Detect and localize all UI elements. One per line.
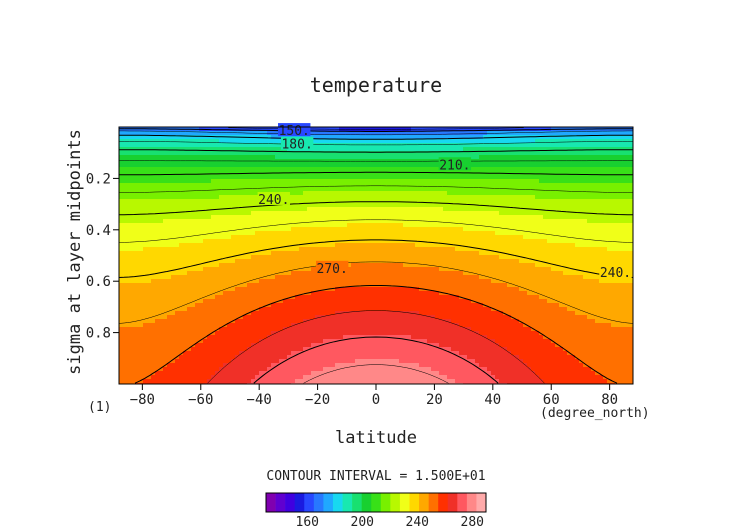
colorbar-swatch	[428, 493, 439, 512]
colorbar-swatch	[313, 493, 324, 512]
colorbar-swatch	[332, 493, 343, 512]
contour-line	[119, 149, 633, 153]
y-tick-label: 0.6	[86, 274, 111, 290]
colorbar-swatch	[294, 493, 305, 512]
contour-line	[303, 364, 449, 384]
contour-label-bg	[438, 157, 472, 171]
contour-line	[119, 219, 633, 243]
x-tick-label: 60	[543, 392, 560, 408]
contour-line	[119, 130, 633, 136]
x-tick-label: 0	[372, 392, 380, 408]
y-tick-label: 0.8	[86, 326, 111, 342]
colorbar-swatch	[285, 493, 295, 512]
x-tick-label: 80	[601, 392, 618, 408]
x-tick-label: 40	[484, 392, 501, 408]
y-axis-ticks: 0.2 0.4 0.6 0.8	[86, 171, 119, 342]
contour-label-bg	[599, 265, 632, 279]
x-tick-label: −80	[130, 392, 155, 408]
colorbar-swatch	[371, 493, 382, 512]
colorbar-swatch	[266, 493, 276, 512]
colorbar-swatch	[380, 493, 391, 512]
contour-line	[119, 185, 633, 193]
colorbar-tick-label: 200	[351, 515, 374, 530]
x-tick-label: −20	[305, 392, 330, 408]
contour-label-bg	[278, 123, 311, 137]
chart-title: temperature	[310, 73, 442, 97]
colorbar-swatch	[466, 493, 477, 512]
colorbar	[265, 492, 487, 513]
contour-lines	[119, 127, 633, 384]
colorbar-swatch	[399, 493, 410, 512]
colorbar-swatch	[361, 493, 372, 512]
colorbar-swatch	[447, 493, 458, 512]
colorbar-swatch	[275, 493, 286, 512]
x-tick-label: −40	[247, 392, 272, 408]
colorbar-swatch	[438, 493, 449, 512]
contour-line	[119, 134, 633, 140]
colorbar-tick-labels: 160 200 240 280	[296, 515, 484, 530]
contour-line	[134, 285, 618, 384]
panel-label: (1)	[88, 400, 111, 415]
x-tick-label: −60	[188, 392, 213, 408]
x-axis-ticks: −80 −60 −40 −20 0 20 40 60 80	[130, 384, 618, 408]
contour-interval-text: CONTOUR INTERVAL = 1.500E+01	[266, 469, 485, 484]
colorbar-swatch	[342, 493, 353, 512]
contour-label-bg	[257, 191, 290, 205]
colorbar-tick-label: 240	[406, 515, 429, 530]
colorbar-tick-label: 280	[461, 515, 484, 530]
y-tick-label: 0.4	[86, 223, 111, 239]
x-unit-label: (degree_north)	[540, 406, 650, 421]
contour-line	[253, 336, 499, 384]
contour-label: 150.	[279, 124, 310, 139]
contour-label: 180.	[281, 138, 312, 153]
colorbar-swatch	[390, 493, 401, 512]
colorbar-swatch	[457, 493, 468, 512]
heatmap-field	[119, 127, 633, 384]
contour-label: 240.	[258, 193, 289, 208]
colorbar-swatch	[323, 493, 334, 512]
contour-labels: 150.180. 210. 240. 270. 240.	[257, 123, 632, 281]
y-axis-label: sigma at layer midpoints	[65, 129, 85, 375]
colorbar-swatch	[352, 493, 362, 512]
contour-label-bg	[315, 260, 349, 274]
contour-line	[119, 171, 633, 176]
x-axis-label: latitude	[335, 428, 417, 448]
contour-line	[207, 310, 545, 384]
contour-line	[119, 261, 633, 324]
colorbar-swatch	[409, 493, 420, 512]
contour-label: 210.	[439, 158, 470, 173]
colorbar-tick-label: 160	[296, 515, 319, 530]
colorbar-swatch	[419, 493, 429, 512]
contour-label: 270.	[317, 262, 348, 277]
x-tick-label: 20	[426, 392, 443, 408]
colorbar-swatch	[304, 493, 315, 512]
contour-label: 240.	[600, 266, 631, 281]
contour-label-bg	[280, 136, 314, 150]
colorbar-swatch	[476, 493, 487, 512]
colorbar-frame	[265, 492, 487, 513]
y-tick-label: 0.2	[86, 171, 111, 187]
